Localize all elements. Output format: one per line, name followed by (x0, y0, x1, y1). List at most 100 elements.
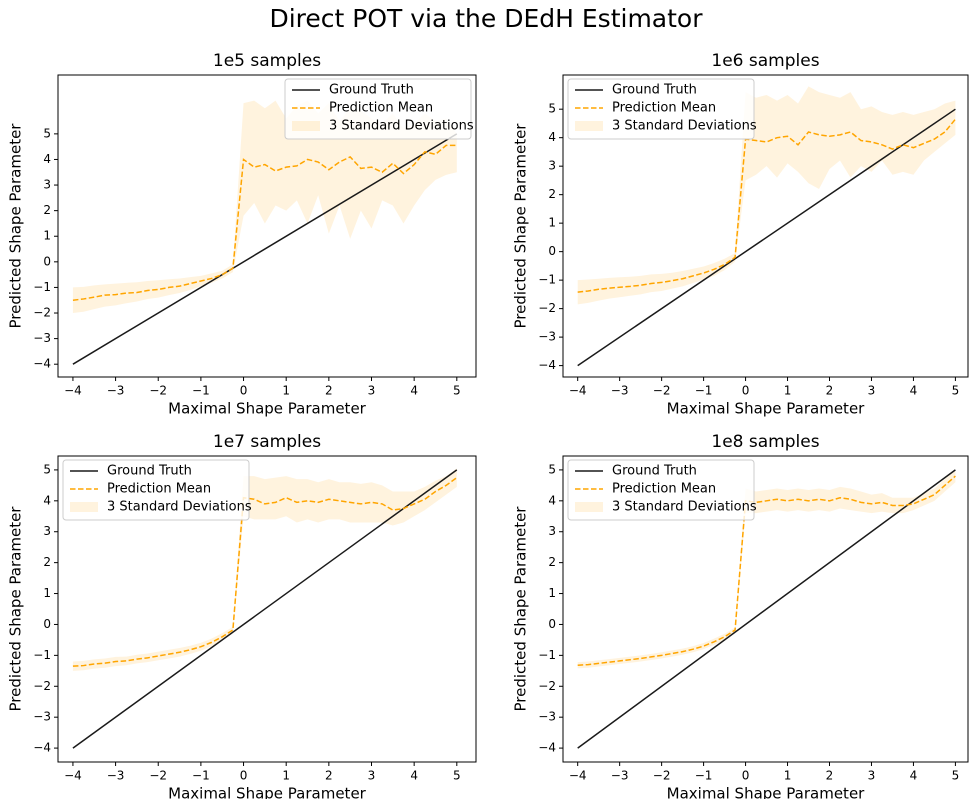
y-tick-label: −1 (538, 273, 556, 287)
legend-box (567, 78, 755, 140)
y-tick-label: 1 (548, 216, 556, 230)
y-tick-label: 3 (548, 524, 556, 538)
x-tick-label: 4 (910, 384, 918, 398)
x-tick-label: −3 (107, 384, 125, 398)
subplot-title: 1e7 samples (213, 432, 321, 452)
y-tick-label: 2 (43, 555, 51, 569)
y-tick-label: −2 (33, 679, 51, 693)
plot-area (577, 86, 956, 367)
legend-label: 3 Standard Deviations (329, 119, 474, 134)
x-tick-label: −4 (569, 384, 587, 398)
axes-frame (57, 74, 477, 378)
x-tick-label: −2 (149, 769, 167, 783)
legend-label: 3 Standard Deviations (107, 500, 252, 515)
x-tick-label: 1 (784, 769, 792, 783)
legend: Ground Truth Prediction Mean 3 Standard De… (567, 78, 757, 140)
legend-swatch (292, 121, 320, 131)
mean-line (577, 118, 956, 293)
y-tick-label: −4 (538, 358, 556, 372)
x-tick-label: −4 (64, 769, 82, 783)
y-tick-label: 5 (548, 462, 556, 476)
x-tick-label: 4 (410, 384, 418, 398)
x-tick-label: −1 (192, 769, 210, 783)
y-tick-label: −1 (538, 648, 556, 662)
y-tick-label: −2 (538, 301, 556, 315)
subplot-title: 1e5 samples (213, 51, 321, 71)
y-tick-label: 0 (548, 617, 556, 631)
x-tick-label: 2 (325, 384, 333, 398)
legend-swatch (575, 121, 603, 131)
legend: Ground Truth Prediction Mean 3 Standard De… (567, 459, 757, 521)
legend-label: Ground Truth (329, 83, 414, 98)
y-tick-label: 1 (548, 586, 556, 600)
x-tick-label: 4 (410, 769, 418, 783)
y-tick-label: 5 (43, 462, 51, 476)
y-axis-label: Predicted Shape Parameter (512, 506, 530, 712)
x-tick-label: 3 (868, 769, 876, 783)
x-tick-label: 5 (453, 384, 461, 398)
x-tick-label: 0 (742, 769, 750, 783)
x-tick-label: −3 (611, 769, 629, 783)
x-tick-label: 5 (453, 769, 461, 783)
plot-area (72, 468, 458, 749)
x-tick-label: −2 (149, 384, 167, 398)
legend-label: Ground Truth (107, 464, 192, 479)
subplot: −4 −3 −2 −1 0 1 2 3 4 5 −4 −3 −2 −1 0 1 2 3 4 5 1e7 samples M… (7, 432, 477, 799)
x-tick-label: −1 (192, 384, 210, 398)
x-axis-label: Maximal Shape Parameter (168, 400, 367, 418)
legend-label: Ground Truth (612, 83, 697, 98)
x-tick-label: −1 (695, 384, 713, 398)
truth-line (577, 469, 956, 749)
subplot: −4 −3 −2 −1 0 1 2 3 4 5 −4 −3 −2 −1 0 1 2 3 4 5 1e6 samples M… (512, 51, 969, 418)
legend-swatch (575, 502, 603, 512)
y-tick-label: 4 (548, 493, 556, 507)
truth-line (72, 133, 458, 365)
x-tick-label: −2 (653, 384, 671, 398)
x-axis-label: Maximal Shape Parameter (667, 400, 866, 418)
y-tick-label: 2 (548, 187, 556, 201)
axes-frame (562, 74, 969, 378)
x-tick-label: 0 (240, 769, 248, 783)
legend-box (567, 459, 755, 521)
legend-label: Prediction Mean (612, 482, 716, 497)
x-tick-label: 2 (826, 384, 834, 398)
y-tick-label: 5 (548, 102, 556, 116)
y-tick-label: −3 (33, 331, 51, 345)
std-band (577, 469, 956, 669)
y-tick-label: −1 (33, 648, 51, 662)
y-axis-label: Predicted Shape Parameter (512, 123, 530, 329)
x-tick-label: 3 (868, 384, 876, 398)
subplot-title: 1e6 samples (711, 51, 819, 71)
x-axis-label: Maximal Shape Parameter (667, 785, 866, 799)
y-axis-label: Predicted Shape Parameter (7, 506, 25, 712)
legend: Ground Truth Prediction Mean 3 Standard De… (62, 459, 252, 521)
y-tick-label: 2 (43, 203, 51, 217)
legend: Ground Truth Prediction Mean 3 Standard De… (284, 78, 474, 140)
y-tick-label: 5 (43, 126, 51, 140)
legend-swatch (70, 502, 98, 512)
legend-label: Ground Truth (612, 464, 697, 479)
y-tick-label: 3 (548, 159, 556, 173)
x-tick-label: 0 (742, 384, 750, 398)
y-tick-label: 4 (43, 493, 51, 507)
legend-label: 3 Standard Deviations (612, 119, 757, 134)
y-tick-label: −4 (33, 741, 51, 755)
y-tick-label: −1 (33, 280, 51, 294)
std-band (72, 468, 457, 671)
x-tick-label: 1 (784, 384, 792, 398)
figure-title: Direct POT via the DEdH Estimator (269, 4, 703, 33)
legend-label: 3 Standard Deviations (612, 500, 757, 515)
x-tick-label: 0 (240, 384, 248, 398)
y-tick-label: −3 (538, 710, 556, 724)
legend-label: Prediction Mean (612, 101, 716, 116)
y-tick-label: −3 (33, 710, 51, 724)
x-tick-label: −3 (107, 769, 125, 783)
y-tick-label: 1 (43, 229, 51, 243)
y-tick-label: 3 (43, 524, 51, 538)
subplot: −4 −3 −2 −1 0 1 2 3 4 5 −4 −3 −2 −1 0 1 2 3 4 5 1e5 samples M… (7, 51, 477, 418)
y-axis-label: Predicted Shape Parameter (7, 123, 25, 329)
x-tick-label: −4 (64, 384, 82, 398)
mean-line (72, 477, 458, 667)
x-tick-label: 2 (325, 769, 333, 783)
